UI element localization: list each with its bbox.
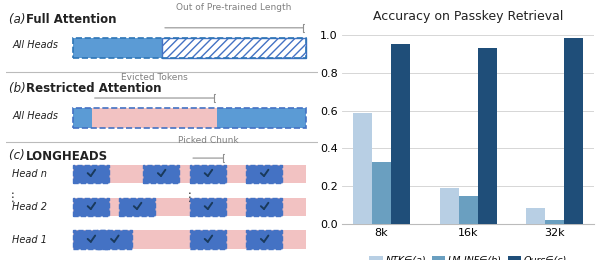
Bar: [478, 48, 497, 224]
Text: All Heads: All Heads: [12, 41, 58, 50]
Bar: [190, 230, 226, 249]
Bar: [73, 108, 305, 128]
Bar: [73, 38, 162, 58]
Bar: [372, 162, 391, 224]
Bar: [162, 38, 305, 58]
Bar: [73, 38, 305, 58]
Bar: [73, 198, 109, 216]
Bar: [217, 108, 305, 128]
Bar: [73, 230, 305, 249]
Bar: [73, 165, 109, 183]
Text: ⋮: ⋮: [7, 191, 18, 204]
Legend: NTK∈(a), LM-INF∈(b), Ours∈(c): NTK∈(a), LM-INF∈(b), Ours∈(c): [365, 252, 571, 260]
Bar: [190, 198, 226, 216]
Bar: [247, 230, 282, 249]
Bar: [92, 108, 217, 128]
Text: ⋮: ⋮: [184, 191, 195, 204]
Bar: [96, 230, 133, 249]
Text: Full Attention: Full Attention: [26, 13, 117, 26]
Bar: [439, 188, 459, 224]
Text: (b): (b): [9, 82, 30, 95]
Bar: [73, 230, 109, 249]
Text: Picked Chunk: Picked Chunk: [178, 136, 238, 145]
Bar: [564, 38, 584, 224]
Bar: [545, 220, 564, 224]
Text: Head 1: Head 1: [12, 235, 47, 245]
Bar: [391, 44, 410, 224]
Bar: [73, 198, 305, 216]
Text: Head n: Head n: [12, 169, 47, 179]
Bar: [353, 113, 372, 224]
Bar: [190, 165, 226, 183]
Text: Restricted Attention: Restricted Attention: [26, 82, 162, 95]
Bar: [144, 165, 179, 183]
Title: Accuracy on Passkey Retrieval: Accuracy on Passkey Retrieval: [373, 10, 564, 23]
Bar: [247, 198, 282, 216]
Bar: [247, 165, 282, 183]
Bar: [73, 165, 305, 183]
Bar: [119, 198, 155, 216]
Bar: [459, 196, 478, 224]
Text: Head 2: Head 2: [12, 202, 47, 212]
Text: LONGHEADS: LONGHEADS: [26, 150, 108, 162]
Bar: [73, 108, 92, 128]
Text: Out of Pre-trained Length: Out of Pre-trained Length: [176, 3, 291, 12]
Text: All Heads: All Heads: [12, 111, 58, 121]
Text: (c): (c): [9, 150, 28, 162]
Bar: [526, 207, 545, 224]
Bar: [162, 38, 305, 58]
Bar: [162, 38, 305, 58]
Text: (a): (a): [9, 13, 30, 26]
Text: Evicted Tokens: Evicted Tokens: [121, 73, 188, 82]
